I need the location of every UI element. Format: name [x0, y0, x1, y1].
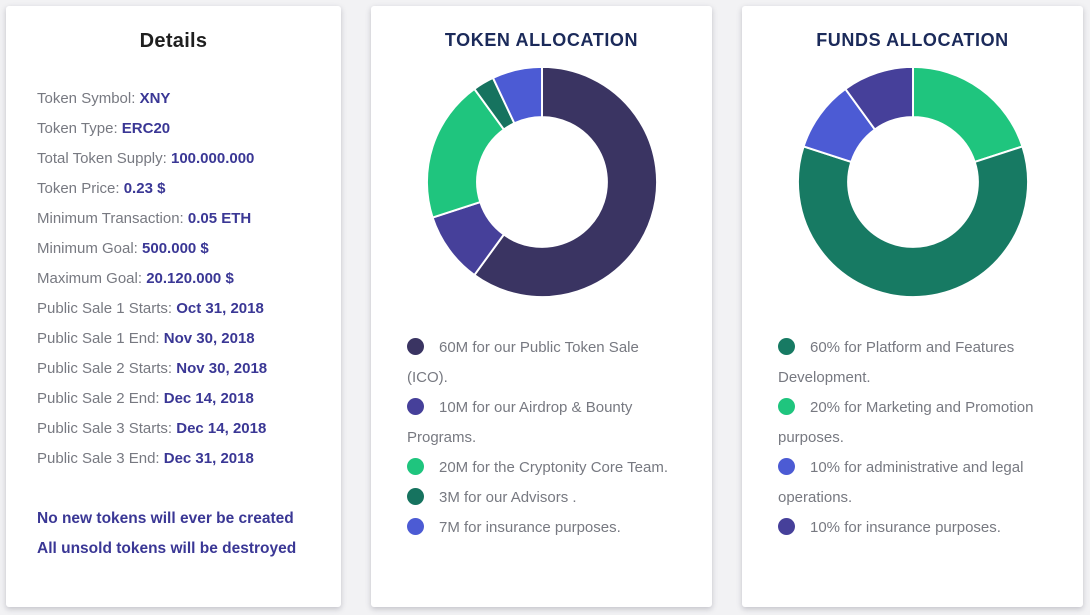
detail-label: Public Sale 3 Starts: — [37, 420, 173, 437]
details-notes: No new tokens will ever be created All un… — [6, 504, 341, 564]
detail-label: Total Token Supply: — [37, 150, 167, 167]
legend-label: 20% for Marketing and Promotion purposes… — [778, 399, 1034, 446]
legend-item: 10M for our Airdrop & Bounty Programs. — [407, 393, 676, 453]
detail-value: Dec 14, 2018 — [163, 390, 254, 407]
detail-row-public-sale-3-end: Public Sale 3 End: Dec 31, 2018 — [37, 444, 325, 474]
detail-label: Minimum Transaction: — [37, 210, 184, 227]
detail-row-public-sale-1-end: Public Sale 1 End: Nov 30, 2018 — [37, 324, 325, 354]
detail-label: Token Type: — [37, 120, 118, 137]
detail-row-public-sale-1-starts: Public Sale 1 Starts: Oct 31, 2018 — [37, 294, 325, 324]
legend-item: 10% for administrative and legal operati… — [778, 453, 1047, 513]
detail-value: Nov 30, 2018 — [163, 330, 255, 347]
legend-item: 3M for our Advisors . — [407, 483, 676, 513]
details-note: No new tokens will ever be created — [37, 510, 294, 527]
token-allocation-donut-chart — [425, 65, 658, 299]
detail-label: Public Sale 1 Starts: — [37, 300, 173, 317]
detail-value: XNY — [139, 90, 171, 107]
detail-label: Minimum Goal: — [37, 240, 138, 257]
legend-label: 60M for our Public Token Sale (ICO). — [407, 339, 639, 386]
detail-value: 100.000.000 — [170, 150, 255, 167]
legend-label: 10M for our Airdrop & Bounty Programs. — [407, 399, 633, 446]
legend-dot — [407, 338, 424, 355]
detail-value: 0.23 $ — [123, 180, 166, 197]
token-allocation-title: TOKEN ALLOCATION — [444, 30, 639, 50]
detail-label: Public Sale 2 Starts: — [37, 360, 173, 377]
detail-value: 20.120.000 $ — [146, 270, 234, 287]
legend-dot — [778, 398, 795, 415]
detail-label: Public Sale 2 End: — [37, 390, 160, 407]
legend-item: 10% for insurance purposes. — [778, 513, 1047, 543]
legend-item: 60% for Platform and Features Developmen… — [778, 333, 1047, 393]
legend-dot — [778, 458, 795, 475]
token-allocation-legend: 60M for our Public Token Sale (ICO). 10M … — [371, 333, 712, 543]
details-card: Details Token Symbol: XNY Token Type: ERC… — [6, 6, 341, 607]
detail-value: Dec 31, 2018 — [163, 450, 254, 467]
legend-item: 7M for insurance purposes. — [407, 513, 676, 543]
legend-item: 60M for our Public Token Sale (ICO). — [407, 333, 676, 393]
funds-allocation-card: FUNDS ALLOCATION 60% for Platform and Fe… — [742, 6, 1083, 607]
token-allocation-card: TOKEN ALLOCATION 60M for our Public Toke… — [371, 6, 712, 607]
legend-dot — [407, 488, 424, 505]
detail-row-total-token-supply: Total Token Supply: 100.000.000 — [37, 144, 325, 174]
detail-row-token-price: Token Price: 0.23 $ — [37, 174, 325, 204]
detail-label: Public Sale 1 End: — [37, 330, 160, 347]
detail-row-maximum-goal: Maximum Goal: 20.120.000 $ — [37, 264, 325, 294]
legend-item: 20% for Marketing and Promotion purposes… — [778, 393, 1047, 453]
legend-label: 10% for administrative and legal operati… — [778, 459, 1024, 506]
funds-allocation-title: FUNDS ALLOCATION — [816, 30, 1009, 50]
detail-value: 0.05 ETH — [187, 210, 252, 227]
detail-row-public-sale-3-starts: Public Sale 3 Starts: Dec 14, 2018 — [37, 414, 325, 444]
details-note: All unsold tokens will be destroyed — [37, 540, 297, 557]
detail-label: Maximum Goal: — [37, 270, 143, 287]
donut-slice-insurance[interactable] — [491, 65, 543, 125]
donut-slice-marketing-and-promotion[interactable] — [911, 65, 1023, 163]
details-title: Details — [139, 30, 208, 52]
detail-row-minimum-transaction: Minimum Transaction: 0.05 ETH — [37, 204, 325, 234]
detail-value: Dec 14, 2018 — [176, 420, 267, 437]
funds-allocation-legend: 60% for Platform and Features Developmen… — [742, 333, 1083, 543]
donut-slice-insurance[interactable] — [843, 65, 914, 131]
detail-row-minimum-goal: Minimum Goal: 500.000 $ — [37, 234, 325, 264]
legend-item: 20M for the Cryptonity Core Team. — [407, 453, 676, 483]
donut-slice-platform-and-features-development[interactable] — [796, 145, 1029, 298]
detail-row-token-type: Token Type: ERC20 — [37, 114, 325, 144]
detail-row-token-symbol: Token Symbol: XNY — [37, 84, 325, 114]
legend-label: 20M for the Cryptonity Core Team. — [439, 459, 668, 476]
legend-dot — [407, 458, 424, 475]
detail-label: Token Symbol: — [37, 90, 136, 107]
details-list: Token Symbol: XNY Token Type: ERC20 Total … — [6, 84, 341, 474]
legend-label: 10% for insurance purposes. — [810, 519, 1001, 536]
legend-label: 60% for Platform and Features Developmen… — [778, 339, 1015, 386]
legend-dot — [778, 338, 795, 355]
legend-dot — [407, 398, 424, 415]
legend-label: 3M for our Advisors . — [439, 489, 577, 506]
donut-slice-public-token-sale-ico[interactable] — [472, 65, 658, 299]
detail-value: 500.000 $ — [142, 240, 209, 257]
detail-row-public-sale-2-starts: Public Sale 2 Starts: Nov 30, 2018 — [37, 354, 325, 384]
legend-dot — [778, 518, 795, 535]
detail-label: Public Sale 3 End: — [37, 450, 160, 467]
funds-allocation-donut-chart — [796, 65, 1029, 298]
detail-value: ERC20 — [121, 120, 171, 137]
detail-value: Oct 31, 2018 — [176, 300, 264, 317]
detail-label: Token Price: — [37, 180, 120, 197]
legend-label: 7M for insurance purposes. — [439, 519, 621, 536]
legend-dot — [407, 518, 424, 535]
detail-value: Nov 30, 2018 — [176, 360, 268, 377]
detail-row-public-sale-2-end: Public Sale 2 End: Dec 14, 2018 — [37, 384, 325, 414]
